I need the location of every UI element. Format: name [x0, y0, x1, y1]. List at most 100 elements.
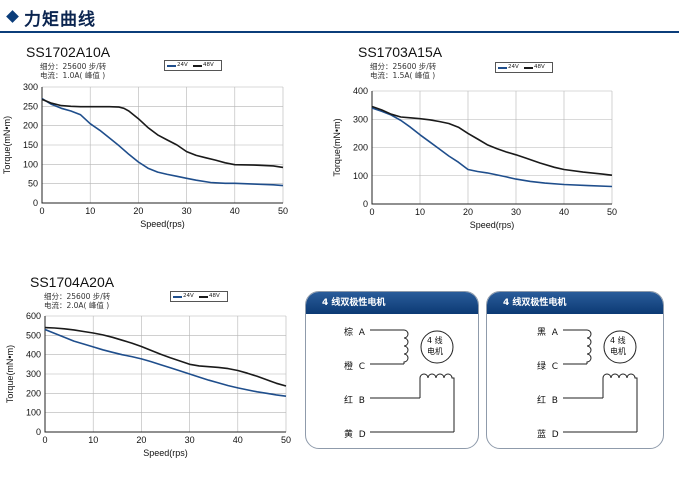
- legend-label-24v: 24V: [183, 293, 194, 299]
- chart-title: SS1704A20A: [30, 274, 115, 290]
- wire-terminal: C: [551, 362, 559, 372]
- series-line-24v: [41, 97, 284, 187]
- y-tick-label: 100: [23, 159, 38, 169]
- y-axis-label: Torque(mN•m): [332, 118, 342, 176]
- legend-swatch-48v: [199, 296, 208, 298]
- y-tick-label: 300: [23, 82, 38, 92]
- wire-color: 红: [344, 396, 354, 406]
- chart-current: 电流：1.0A( 峰值 ): [40, 71, 106, 80]
- wire-terminal: D: [551, 430, 559, 440]
- y-tick-label: 500: [26, 330, 41, 340]
- wire-label-a: 棕 A: [344, 325, 365, 338]
- wire-label-c: 绿 C: [537, 359, 558, 372]
- y-tick-label: 200: [23, 121, 38, 131]
- wiring-panel-title: 4 线双极性电机: [487, 292, 663, 314]
- x-tick-label: 0: [369, 207, 374, 217]
- y-tick-label: 0: [33, 198, 38, 208]
- x-tick-label: 40: [233, 435, 243, 445]
- chart-title: SS1702A10A: [26, 44, 111, 60]
- series-line-24v: [44, 328, 287, 397]
- chart-plot: 0 100 200 300 400 0 10 20 30 40 50 Speed(rps) Torque…: [332, 86, 617, 230]
- chart-axes: [371, 91, 612, 205]
- legend-label-24v: 24V: [177, 62, 188, 68]
- y-tick-label: 200: [26, 388, 41, 398]
- wire-terminal: C: [358, 362, 366, 372]
- x-tick-label: 30: [511, 207, 521, 217]
- chart-current: 电流：1.5A( 峰值 ): [370, 71, 436, 80]
- y-tick-label: 50: [28, 179, 38, 189]
- torque-chart-ss1702: SS1702A10A 细分：25600 步/转 电流：1.0A( 峰值 ) 24…: [0, 40, 300, 240]
- x-tick-label: 30: [182, 206, 192, 216]
- motor-schematic: [370, 329, 455, 433]
- y-axis-label: Torque(mN•m): [2, 116, 12, 174]
- wire-label-a: 黑 A: [537, 325, 558, 338]
- legend-label-48v: 48V: [209, 293, 220, 299]
- y-tick-label: 600: [26, 311, 41, 321]
- legend-swatch-48v: [193, 65, 202, 67]
- series-line-48v: [44, 326, 287, 387]
- torque-chart-ss1703: SS1703A15A 细分：25600 步/转 电流：1.5A( 峰值 ) 24…: [330, 40, 670, 240]
- wire-terminal: A: [358, 328, 365, 338]
- series-line-24v: [371, 107, 613, 188]
- y-tick-label: 250: [23, 101, 38, 111]
- wire-color: 蓝: [537, 430, 547, 440]
- header-divider: [0, 31, 679, 33]
- x-tick-label: 20: [136, 435, 146, 445]
- y-axis-label: Torque(mN•m): [5, 345, 15, 403]
- chart-subdivision: 细分：25600 步/转: [370, 62, 437, 71]
- series-line-48v: [371, 105, 613, 176]
- chart-plot: 0 100 200 300 400 500 600 0 10 20 30 40 50 Speed(rps)…: [5, 311, 291, 458]
- wiring-panel-2: 4 线双极性电机 黑 A 绿 C 红 B 蓝 D 4 线 电机: [486, 291, 664, 449]
- x-tick-label: 50: [607, 207, 617, 217]
- legend-swatch-24v: [173, 296, 182, 298]
- x-tick-label: 50: [278, 206, 288, 216]
- legend-swatch-24v: [167, 65, 176, 67]
- wire-color: 红: [537, 396, 547, 406]
- y-tick-label: 400: [26, 350, 41, 360]
- wire-terminal: D: [358, 430, 366, 440]
- wiring-panel-1: 4 线双极性电机 棕 A 橙 C 红 B 黄 D 4 线 电机: [305, 291, 479, 449]
- x-tick-label: 40: [230, 206, 240, 216]
- x-tick-label: 10: [88, 435, 98, 445]
- wire-label-c: 橙 C: [344, 359, 365, 372]
- x-axis-label: Speed(rps): [140, 219, 185, 229]
- y-tick-label: 0: [36, 427, 41, 437]
- x-tick-label: 20: [463, 207, 473, 217]
- chart-axes: [41, 87, 283, 204]
- legend-label-48v: 48V: [203, 62, 214, 68]
- y-tick-label: 400: [353, 86, 368, 96]
- x-tick-label: 10: [85, 206, 95, 216]
- diamond-bullet-icon: [6, 10, 19, 23]
- motor-label-line2: 电机: [610, 347, 626, 356]
- page-header: 力矩曲线: [0, 0, 679, 33]
- wire-color: 绿: [537, 362, 547, 372]
- wire-color: 棕: [344, 328, 354, 338]
- chart-plot: 0 50 100 150 200 250 300 0 10 20 30 40 50 Speed(rps) T…: [2, 82, 288, 229]
- chart-legend: 24V 48V: [170, 291, 228, 302]
- motor-label-line2: 电机: [427, 347, 443, 356]
- x-tick-label: 40: [559, 207, 569, 217]
- chart-title: SS1703A15A: [358, 44, 443, 60]
- page-title: 力矩曲线: [24, 10, 96, 30]
- legend-label-48v: 48V: [534, 64, 545, 70]
- x-axis-label: Speed(rps): [143, 448, 188, 458]
- torque-chart-ss1704: SS1704A20A 细分：25600 步/转 电流：2.0A( 峰值 ) 24…: [0, 270, 300, 470]
- x-tick-label: 50: [281, 435, 291, 445]
- legend-swatch-48v: [524, 67, 533, 69]
- chart-axes: [44, 316, 286, 433]
- chart-subdivision: 细分：25600 步/转: [40, 62, 107, 71]
- y-tick-label: 300: [353, 114, 368, 124]
- wire-label-d: 黄 D: [344, 427, 366, 440]
- x-tick-label: 0: [42, 435, 47, 445]
- x-tick-label: 0: [39, 206, 44, 216]
- wire-color: 黄: [344, 430, 354, 440]
- y-tick-label: 0: [363, 199, 368, 209]
- series-line-48v: [41, 98, 284, 169]
- wire-terminal: A: [551, 328, 558, 338]
- wire-terminal: B: [551, 396, 558, 406]
- chart-legend: 24V 48V: [495, 62, 553, 73]
- x-tick-label: 30: [185, 435, 195, 445]
- wire-label-b: 红 B: [537, 393, 558, 406]
- y-tick-label: 300: [26, 369, 41, 379]
- chart-subdivision: 细分：25600 步/转: [44, 292, 111, 301]
